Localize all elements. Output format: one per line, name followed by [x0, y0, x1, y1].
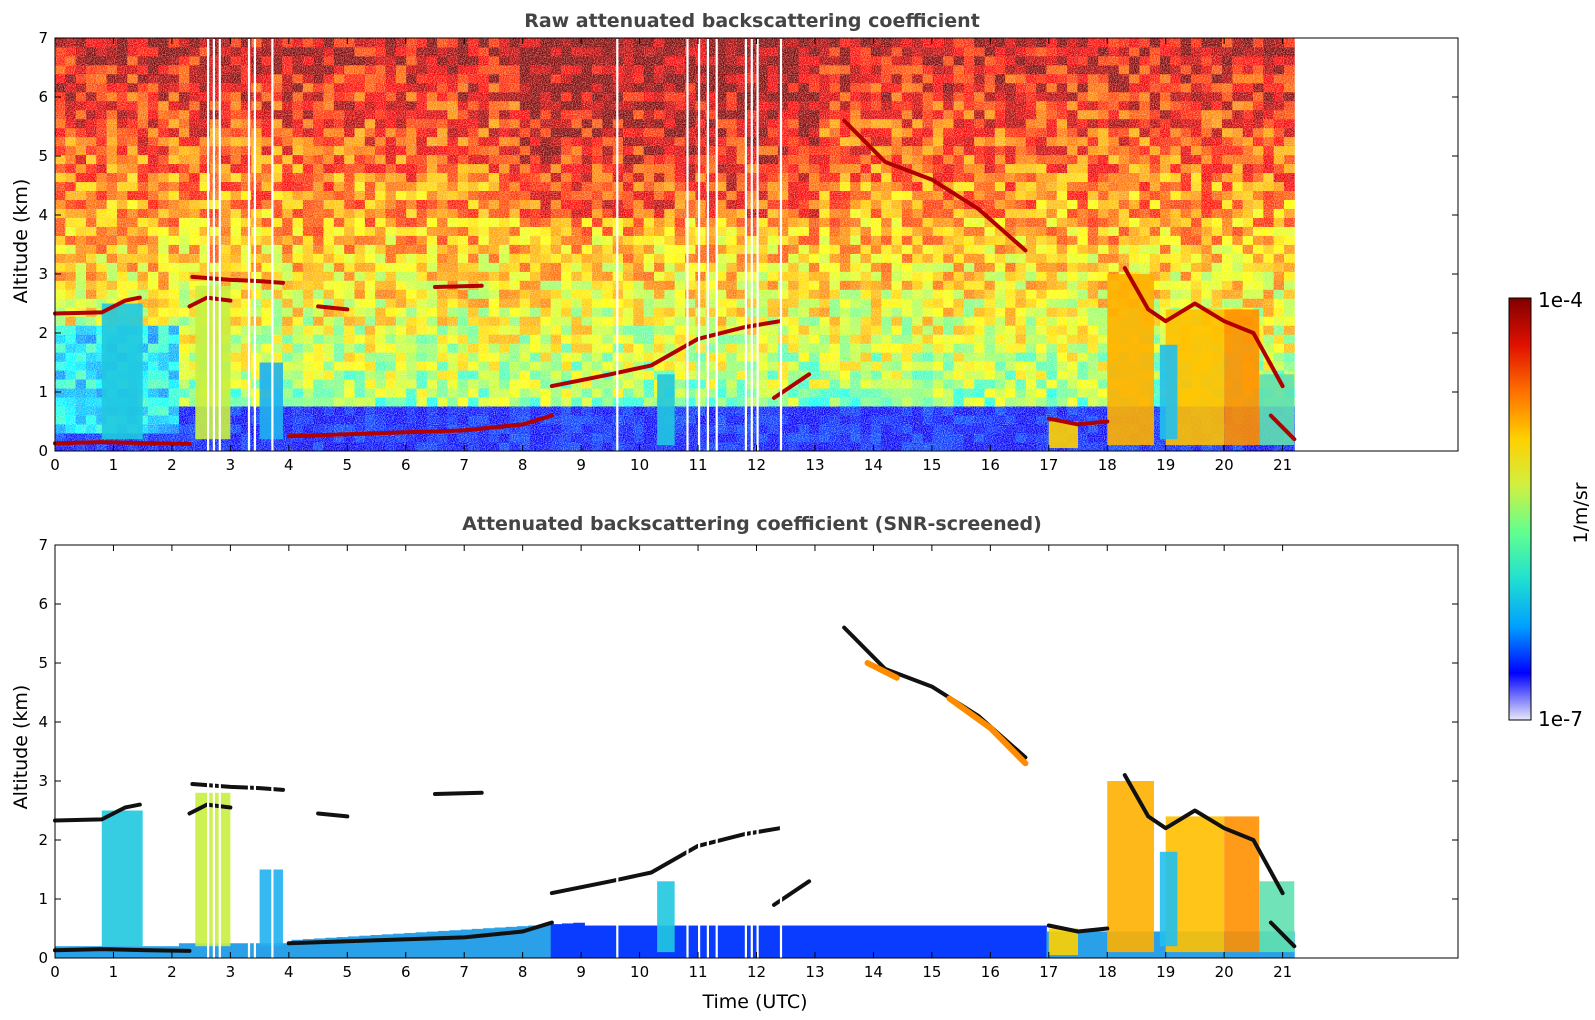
panel-title: Raw attenuated backscattering coefficien…: [524, 10, 980, 32]
raw-backscatter-heatmap: [53, 38, 1297, 452]
raw-backscatter-panel: Raw attenuated backscattering coefficien…: [10, 10, 1459, 474]
